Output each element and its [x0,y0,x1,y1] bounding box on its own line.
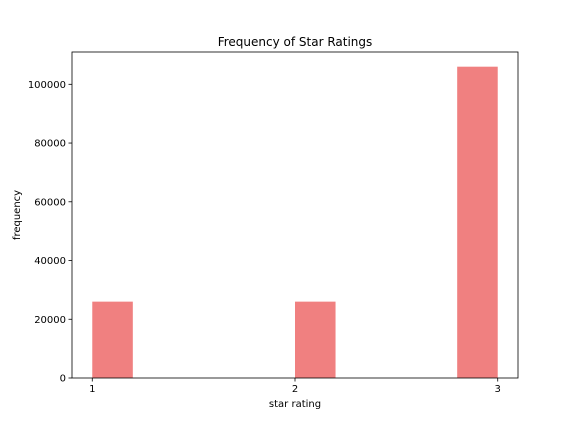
y-tick-label: 40000 [34,256,66,267]
x-tick-label: 1 [89,384,95,395]
y-tick-label: 80000 [34,139,66,150]
y-tick-label: 100000 [28,80,66,91]
plot-area: 1 2 3 0 20000 40000 60000 80000 100000 [28,51,519,395]
bar-2 [295,301,336,378]
x-tick-label: 3 [495,384,501,395]
y-axis-label: frequency [12,190,23,240]
chart-title: Frequency of Star Ratings [218,35,373,49]
bar-3 [457,66,498,378]
y-tick-label: 0 [60,374,66,385]
x-axis-label: star rating [269,399,321,410]
y-tick-label: 60000 [34,197,66,208]
bar-1 [92,301,133,378]
y-tick-label: 20000 [34,315,66,326]
x-tick-label: 2 [292,384,298,395]
